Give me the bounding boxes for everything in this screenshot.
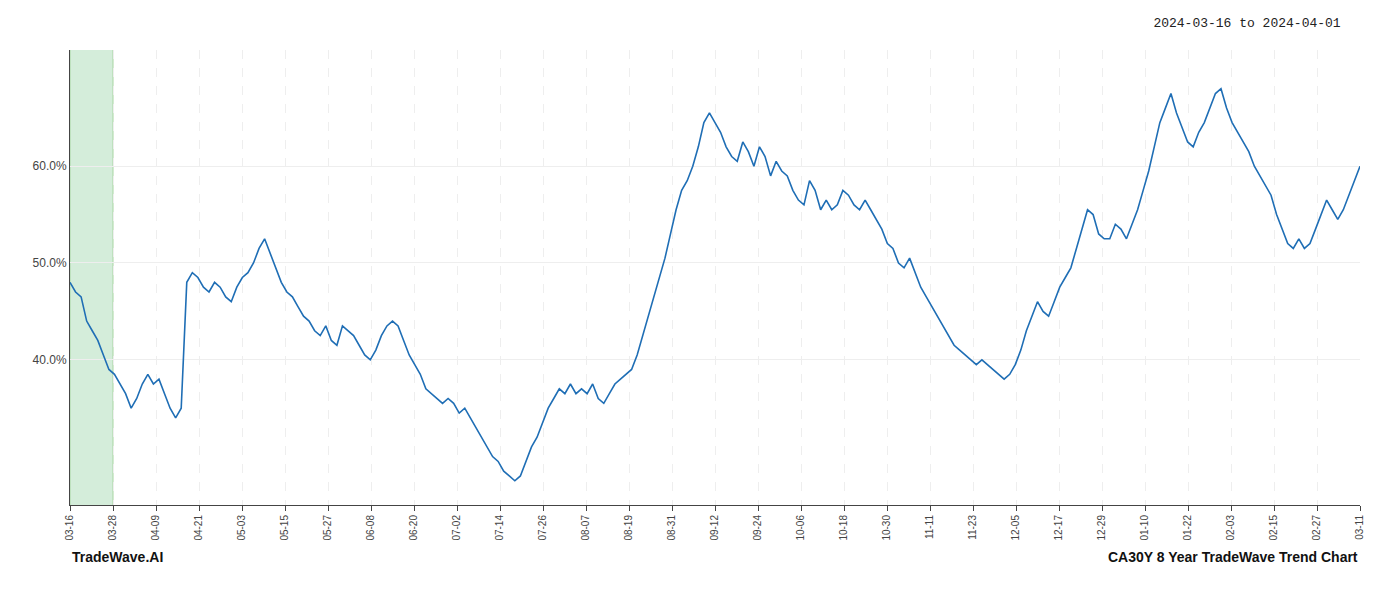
svg-text:06-20: 06-20 xyxy=(408,515,419,541)
svg-text:07-02: 07-02 xyxy=(451,515,462,541)
svg-text:06-08: 06-08 xyxy=(365,515,376,541)
svg-text:11-11: 11-11 xyxy=(924,515,935,540)
svg-text:05-27: 05-27 xyxy=(322,515,333,541)
svg-text:05-15: 05-15 xyxy=(279,515,290,541)
svg-text:02-27: 02-27 xyxy=(1311,515,1322,541)
svg-text:10-30: 10-30 xyxy=(881,515,892,541)
svg-text:2024-03-16 to 2024-04-01: 2024-03-16 to 2024-04-01 xyxy=(1153,16,1340,31)
svg-text:09-24: 09-24 xyxy=(752,515,763,541)
svg-text:TradeWave.AI: TradeWave.AI xyxy=(72,549,163,565)
svg-text:12-05: 12-05 xyxy=(1010,515,1021,541)
svg-text:03-16: 03-16 xyxy=(64,515,75,541)
svg-text:CA30Y 8 Year TradeWave Trend C: CA30Y 8 Year TradeWave Trend Chart xyxy=(1108,549,1358,565)
svg-text:40.0%: 40.0% xyxy=(33,353,67,367)
svg-text:50.0%: 50.0% xyxy=(33,256,67,270)
svg-text:10-06: 10-06 xyxy=(795,515,806,541)
svg-text:08-07: 08-07 xyxy=(580,515,591,541)
svg-text:08-31: 08-31 xyxy=(666,515,677,541)
svg-text:12-17: 12-17 xyxy=(1053,515,1064,541)
svg-text:02-03: 02-03 xyxy=(1225,515,1236,541)
svg-text:08-19: 08-19 xyxy=(623,515,634,541)
svg-text:11-23: 11-23 xyxy=(967,515,978,540)
svg-text:60.0%: 60.0% xyxy=(33,159,67,173)
svg-text:07-14: 07-14 xyxy=(494,515,505,541)
svg-text:03-28: 03-28 xyxy=(107,515,118,541)
svg-text:12-29: 12-29 xyxy=(1096,515,1107,541)
svg-text:05-03: 05-03 xyxy=(236,515,247,541)
svg-text:09-12: 09-12 xyxy=(709,515,720,541)
svg-text:01-22: 01-22 xyxy=(1182,515,1193,541)
svg-text:03-11: 03-11 xyxy=(1354,515,1365,540)
svg-text:10-18: 10-18 xyxy=(838,515,849,541)
svg-text:07-26: 07-26 xyxy=(537,515,548,541)
svg-text:01-10: 01-10 xyxy=(1139,515,1150,541)
svg-text:04-09: 04-09 xyxy=(150,515,161,541)
svg-text:02-15: 02-15 xyxy=(1268,515,1279,541)
svg-text:04-21: 04-21 xyxy=(193,515,204,541)
